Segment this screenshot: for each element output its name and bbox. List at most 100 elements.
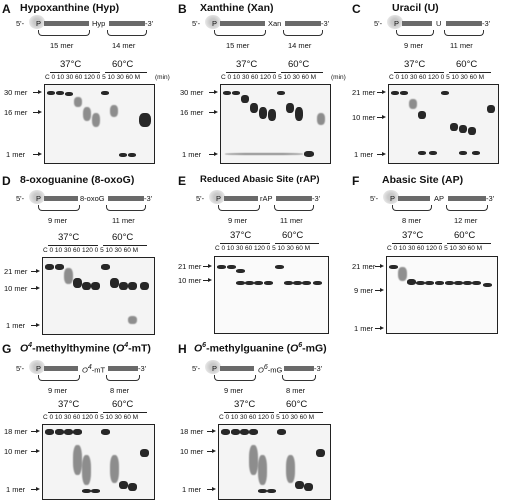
dna-strand-right	[109, 21, 145, 26]
dna-strand-left	[44, 196, 78, 201]
left-length: 15 mer	[50, 41, 74, 50]
gel-image	[214, 256, 329, 334]
panel-title: Hypoxanthine (Hyp)	[20, 2, 120, 14]
gel-band	[83, 107, 91, 121]
panel-h: H O6-methylguanine (O6-mG) 5'- P O6-mG -…	[178, 342, 348, 502]
gel-band	[454, 281, 463, 285]
right-brace	[106, 375, 140, 381]
three-prime-label: -3'	[144, 194, 153, 203]
temp-60: 60°C	[288, 59, 310, 70]
gel-band	[139, 113, 151, 127]
gel-band	[459, 125, 467, 133]
gel-band	[254, 281, 263, 285]
dna-strand-left	[44, 21, 89, 26]
right-brace	[107, 30, 147, 36]
title-end: -mT)	[128, 342, 151, 355]
lesion-label: AP	[434, 194, 445, 203]
radiolabel-marker	[29, 15, 45, 29]
title-o: O	[20, 342, 29, 355]
right-length: 12 mer	[454, 216, 478, 225]
temp-60: 60°C	[286, 399, 308, 410]
marker-bottom: 1 mer	[6, 321, 26, 330]
arrow-icon	[375, 326, 384, 330]
five-prime-label: 5'-	[16, 19, 25, 28]
gel-band	[435, 281, 444, 285]
gel-band	[313, 281, 322, 285]
temp-underline-60	[281, 72, 323, 73]
left-brace	[214, 375, 256, 381]
title-superscript2: 4	[124, 342, 129, 349]
arrow-icon	[377, 90, 386, 94]
marker-mid: 10 mer	[180, 447, 204, 456]
gel-band	[82, 455, 91, 485]
phosphate-label: P	[36, 364, 42, 373]
gel-band	[259, 107, 267, 119]
three-prime-label: -3'	[314, 364, 323, 373]
five-prime-label: 5'-	[192, 364, 201, 373]
marker-top: 30 mer	[4, 88, 28, 97]
gel-band	[82, 489, 91, 493]
phosphate-label: P	[212, 364, 218, 373]
marker-mid: 10 mer	[178, 276, 202, 285]
arrow-icon	[209, 90, 218, 94]
gel-band	[101, 264, 110, 270]
gel-band	[445, 281, 454, 285]
phosphate-label: P	[36, 194, 42, 203]
gel-image	[44, 84, 155, 164]
three-prime-label: -3'	[145, 19, 154, 28]
left-brace	[38, 375, 80, 381]
temp-underline-60	[279, 412, 323, 413]
gel-band	[110, 455, 119, 483]
right-length: 11 mer	[112, 216, 135, 225]
marker-mid: 16 mer	[180, 108, 204, 117]
panel-a: A Hypoxanthine (Hyp) 5'- P Hyp -3' 15 me…	[2, 2, 172, 167]
gel-band	[441, 91, 449, 95]
gel-band	[91, 282, 100, 290]
temp-60: 60°C	[454, 230, 476, 241]
gel-band	[128, 153, 136, 157]
panel-title: O4-methylthymine (O4-mT)	[20, 342, 151, 355]
gel-band	[409, 99, 417, 109]
panel-label: E	[178, 174, 187, 188]
radiolabel-marker	[29, 360, 45, 374]
temp-60: 60°C	[282, 230, 304, 241]
panel-title: Uracil (U)	[392, 2, 439, 14]
dna-strand-right	[276, 196, 312, 201]
title-superscript2: 6	[298, 342, 303, 349]
gel-image	[388, 84, 499, 164]
gel-band	[418, 111, 426, 119]
arrow-icon	[209, 110, 218, 114]
gel-band	[73, 445, 82, 475]
panel-label: F	[352, 174, 360, 188]
gel-band	[128, 316, 137, 324]
lane-labels: C 0 10 30 60 120 0 5 10 30 60 M	[389, 74, 485, 81]
gel-band	[119, 481, 128, 489]
marker-top: 21 mer	[352, 262, 376, 271]
arrow-icon	[375, 288, 384, 292]
temp-underline-37	[220, 243, 270, 244]
arrow-icon	[375, 264, 384, 268]
right-brace	[282, 375, 316, 381]
panel-b: B Xanthine (Xan) 5'- P Xan -3' 15 mer 14…	[178, 2, 348, 167]
gel-band	[110, 278, 119, 288]
temp-underline-37	[224, 412, 274, 413]
panel-title: Abasic Site (AP)	[382, 174, 464, 186]
marker-top: 18 mer	[180, 427, 204, 436]
dna-strand-left	[402, 21, 432, 26]
gel-band	[45, 264, 54, 270]
gel-band	[82, 282, 91, 290]
gel-band	[277, 91, 285, 95]
gel-band	[119, 282, 128, 290]
temp-underline-37	[394, 72, 444, 73]
gel-band	[277, 429, 286, 435]
gel-band	[128, 282, 137, 290]
three-prime-label: -3'	[312, 194, 321, 203]
temp-37: 37°C	[234, 399, 256, 410]
gel-image	[42, 424, 155, 500]
gel-band	[389, 265, 398, 269]
right-length: 8 mer	[110, 386, 130, 395]
temp-underline-60	[449, 72, 491, 73]
left-brace	[38, 205, 80, 211]
gel-image	[218, 424, 331, 500]
arrow-icon	[33, 90, 42, 94]
